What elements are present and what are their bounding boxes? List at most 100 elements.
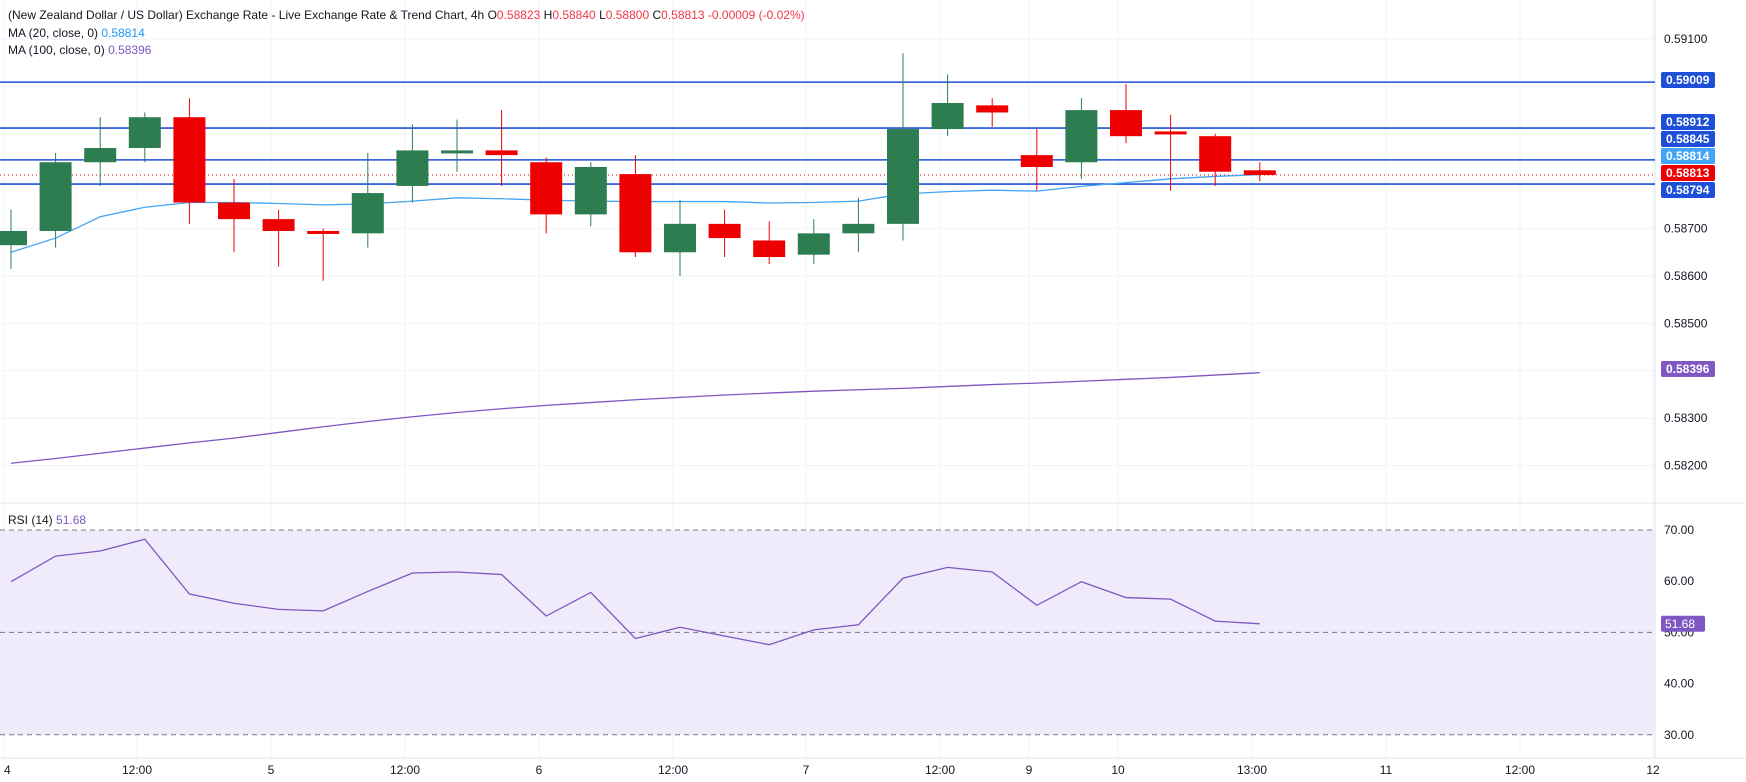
candle[interactable] (396, 124, 429, 203)
candle[interactable] (842, 197, 875, 253)
candle[interactable] (307, 228, 340, 281)
candle-body (173, 117, 206, 203)
candle-body (218, 202, 250, 220)
candle[interactable] (887, 53, 919, 241)
candle-body (842, 223, 875, 234)
ma100-value: 0.58396 (108, 43, 152, 57)
candle[interactable] (441, 119, 473, 172)
ma20-legend[interactable]: MA (20, close, 0) 0.58814 (8, 26, 145, 40)
low-value: 0.58800 (605, 8, 650, 22)
candle-body (84, 148, 117, 163)
candle[interactable] (1199, 133, 1232, 186)
horizontal-levels[interactable] (0, 81, 1655, 185)
high-label: H (543, 8, 553, 22)
price-badge-label: 0.58813 (1666, 166, 1710, 180)
candle[interactable] (84, 117, 117, 186)
candle[interactable] (485, 110, 518, 186)
ma100-legend[interactable]: MA (100, close, 0) 0.58396 (8, 43, 151, 57)
ma100-line (10, 372, 1260, 464)
candle-body (1020, 155, 1053, 167)
time-tick-label: 10 (1111, 763, 1125, 777)
rsi-label: RSI (14) (8, 513, 53, 527)
rsi-tick-label: 30.00 (1664, 728, 1694, 742)
price-badge (1661, 361, 1715, 377)
candle-body (351, 193, 384, 234)
candle-body (0, 230, 27, 246)
price-badge (1661, 165, 1715, 181)
candle-body (307, 230, 340, 234)
time-axis[interactable]: 4 12:00 5 12:00 6 12:00 7 12:00 9 10 13:00 11 12:00 1… (4, 763, 1660, 777)
change-value: -0.00009 (-0.02%) (707, 8, 805, 22)
rsi-last-badge (1661, 615, 1705, 632)
candle[interactable] (128, 112, 161, 163)
close-label: C (652, 8, 662, 22)
time-tick-label: 7 (803, 763, 810, 777)
candle-body (797, 233, 830, 255)
time-tick-label: 9 (1026, 763, 1033, 777)
candle-body (128, 117, 161, 149)
open-label: O (487, 8, 497, 22)
price-tick-label: 0.58700 (1664, 222, 1708, 236)
candle-body (574, 166, 607, 215)
symbol-title[interactable]: (New Zealand Dollar / US Dollar) Exchang… (8, 8, 485, 22)
candle-body (485, 150, 518, 156)
candle-body (1110, 110, 1142, 137)
candle-body (753, 240, 786, 258)
time-tick-label: 12 (1646, 763, 1660, 777)
time-tick-label: 13:00 (1237, 763, 1267, 777)
candle[interactable] (1110, 84, 1142, 144)
candle[interactable] (931, 74, 964, 137)
candle[interactable] (218, 178, 250, 253)
candle-body (664, 223, 696, 253)
price-tick-label: 0.58300 (1664, 411, 1708, 425)
close-value: 0.58813 (661, 8, 705, 22)
candle[interactable] (574, 162, 607, 227)
rsi-legend[interactable]: RSI (14) 51.68 (8, 513, 86, 527)
candle-body (1154, 131, 1187, 135)
price-badge (1661, 72, 1715, 88)
price-tick-label: 0.58600 (1664, 269, 1708, 283)
candle[interactable] (173, 98, 206, 224)
candle-body (708, 223, 741, 239)
time-tick-label: 11 (1380, 763, 1393, 777)
candle-body (441, 150, 473, 154)
candle[interactable] (1020, 129, 1053, 191)
candlestick-series[interactable] (0, 53, 1276, 281)
high-value: 0.58840 (552, 8, 596, 22)
header-legend: (New Zealand Dollar / US Dollar) Exchang… (8, 8, 805, 22)
open-value: 0.58823 (496, 8, 541, 22)
price-axis[interactable]: 0.59100 0.58700 0.58600 0.58500 0.58300 0.582… (1664, 32, 1708, 473)
rsi-value: 51.68 (56, 513, 87, 527)
candle[interactable] (619, 155, 652, 258)
candle[interactable] (0, 209, 27, 269)
ma20-label: MA (20, close, 0) (8, 26, 99, 40)
candle[interactable] (262, 209, 295, 267)
rsi-last-label: 51.68 (1665, 617, 1695, 631)
candle[interactable] (1243, 162, 1276, 182)
price-tick-label: 0.58200 (1664, 459, 1708, 473)
candle[interactable] (708, 209, 741, 258)
candle[interactable] (797, 219, 830, 265)
candle-body (1243, 170, 1276, 176)
candle-body (619, 174, 652, 253)
candle-body (530, 162, 563, 215)
candle[interactable] (351, 152, 384, 248)
price-badge-label: 0.58814 (1666, 149, 1710, 163)
candle[interactable] (976, 98, 1009, 127)
candle[interactable] (664, 200, 696, 276)
candle-body (887, 129, 919, 224)
price-badge-label: 0.58845 (1666, 132, 1710, 146)
candle[interactable] (1154, 114, 1187, 191)
rsi-path (10, 538, 1260, 646)
candle[interactable] (1065, 98, 1098, 179)
time-tick-label: 5 (268, 763, 275, 777)
candle-body (1199, 136, 1232, 172)
candle-body (931, 102, 964, 130)
candle-body (396, 150, 429, 186)
candle[interactable] (39, 152, 72, 248)
candle[interactable] (530, 157, 563, 234)
price-badge (1661, 182, 1715, 198)
candle[interactable] (753, 221, 786, 265)
